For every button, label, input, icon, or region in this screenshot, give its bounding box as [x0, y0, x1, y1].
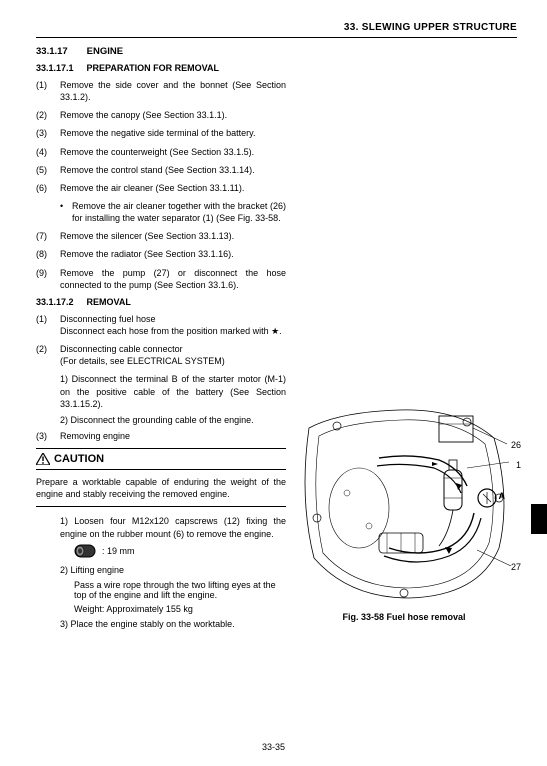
item-text: Remove the side cover and the bonnet (Se…: [60, 79, 286, 103]
socket-size: : 19 mm: [102, 546, 135, 556]
prep-item: (4)Remove the counterweight (See Section…: [36, 146, 286, 158]
caution-label: CAUTION: [54, 453, 104, 465]
technical-diagram: [289, 398, 519, 606]
step-item: 3) Place the engine stably on the workta…: [60, 618, 286, 630]
page-container: 33. SLEWING UPPER STRUCTURE 33.1.17 ENGI…: [0, 0, 547, 766]
section-number: 33.1.17: [36, 46, 84, 57]
item-idx: (3): [36, 127, 60, 139]
removal-subitem: 1) Disconnect the terminal B of the star…: [60, 373, 286, 409]
step-subtext: Pass a wire rope through the two lifting…: [74, 580, 286, 600]
item-text: Disconnecting fuel hose Disconnect each …: [60, 313, 286, 337]
prep-item: (2)Remove the canopy (See Section 33.1.1…: [36, 109, 286, 121]
removal-subitem: 2) Disconnect the grounding cable of the…: [60, 414, 286, 426]
item-idx: (2): [36, 343, 60, 367]
item-title: Disconnecting cable connector: [60, 344, 183, 354]
prep-item: (7)Remove the silencer (See Section 33.1…: [36, 230, 286, 242]
item-text: Remove the canopy (See Section 33.1.1).: [60, 109, 286, 121]
prep-item: (5)Remove the control stand (See Section…: [36, 164, 286, 176]
item-idx: (7): [36, 230, 60, 242]
page-number: 33-35: [0, 742, 547, 752]
engine-steps: 1) Loosen four M12x120 capscrews (12) fi…: [60, 515, 286, 630]
section-title: ENGINE: [87, 46, 123, 57]
bullet-dot: •: [60, 200, 72, 224]
item-idx: (1): [36, 313, 60, 337]
prep-item: (6)Remove the air cleaner (See Section 3…: [36, 182, 286, 194]
removal-item: (2) Disconnecting cable connector (For d…: [36, 343, 286, 367]
prep-item: (3)Remove the negative side terminal of …: [36, 127, 286, 139]
sub-number: 33.1.17.1: [36, 63, 84, 73]
item-idx: (4): [36, 146, 60, 158]
step-subtext: Weight: Approximately 155 kg: [74, 604, 286, 614]
removal-item: (1) Disconnecting fuel hose Disconnect e…: [36, 313, 286, 337]
sub-title: PREPARATION FOR REMOVAL: [87, 63, 220, 73]
caution-heading: CAUTION: [36, 448, 286, 465]
item-paren: (For details, see ELECTRICAL SYSTEM): [60, 356, 225, 366]
header-rule: [36, 37, 517, 38]
item-text: Remove the silencer (See Section 33.1.13…: [60, 230, 286, 242]
prep-item: (1)Remove the side cover and the bonnet …: [36, 79, 286, 103]
item-text: Remove the radiator (See Section 33.1.16…: [60, 248, 286, 260]
figure-caption: Fig. 33-58 Fuel hose removal: [289, 612, 519, 622]
bullet-text: Remove the air cleaner together with the…: [72, 200, 286, 224]
item-text: Remove the pump (27) or disconnect the h…: [60, 267, 286, 291]
item-text: Disconnecting cable connector (For detai…: [60, 343, 286, 367]
item-text: Remove the air cleaner (See Section 33.1…: [60, 182, 286, 194]
caution-body: Prepare a worktable capable of enduring …: [36, 476, 286, 507]
removal-item: (3) Removing engine: [36, 430, 286, 442]
item-title: Disconnecting fuel hose: [60, 314, 156, 324]
item-idx: (1): [36, 79, 60, 103]
caution-rule-top: [36, 469, 286, 470]
section-heading-engine: 33.1.17 ENGINE: [36, 46, 286, 57]
prep-item: (8)Remove the radiator (See Section 33.1…: [36, 248, 286, 260]
item-text: Remove the counterweight (See Section 33…: [60, 146, 286, 158]
step-item: 1) Loosen four M12x120 capscrews (12) fi…: [60, 515, 286, 539]
item-idx: (2): [36, 109, 60, 121]
chapter-title: 33. SLEWING UPPER STRUCTURE: [36, 22, 517, 33]
figure-drawing: 26 1 A 27: [289, 398, 519, 606]
step-item: 2) Lifting engine: [60, 564, 286, 576]
prep-item: (9)Remove the pump (27) or disconnect th…: [36, 267, 286, 291]
item-text: Remove the control stand (See Section 33…: [60, 164, 286, 176]
sub-number: 33.1.17.2: [36, 297, 84, 307]
item-text: Remove the negative side terminal of the…: [60, 127, 286, 139]
socket-spec: : 19 mm: [74, 544, 286, 558]
callout-label: 27: [511, 562, 521, 572]
item-idx: (5): [36, 164, 60, 176]
item-idx: (6): [36, 182, 60, 194]
sub-heading-prep: 33.1.17.1 PREPARATION FOR REMOVAL: [36, 63, 286, 73]
sub-heading-removal: 33.1.17.2 REMOVAL: [36, 297, 286, 307]
item-text: Removing engine: [60, 430, 286, 442]
callout-label: A: [499, 491, 506, 501]
warning-icon: [36, 453, 50, 465]
thumb-tab: [531, 504, 547, 534]
figure-block: 26 1 A 27 Fig. 33-58 Fuel hose removal: [289, 398, 547, 648]
callout-label: 1: [516, 460, 521, 470]
callout-label: 26: [511, 440, 521, 450]
item-idx: (8): [36, 248, 60, 260]
socket-icon: [74, 544, 96, 558]
prep-bullet: • Remove the air cleaner together with t…: [60, 200, 286, 224]
item-idx: (9): [36, 267, 60, 291]
item-idx: (3): [36, 430, 60, 442]
content-column: 33.1.17 ENGINE 33.1.17.1 PREPARATION FOR…: [36, 46, 286, 630]
item-body: Disconnect each hose from the position m…: [60, 326, 282, 336]
sub-title: REMOVAL: [87, 297, 131, 307]
